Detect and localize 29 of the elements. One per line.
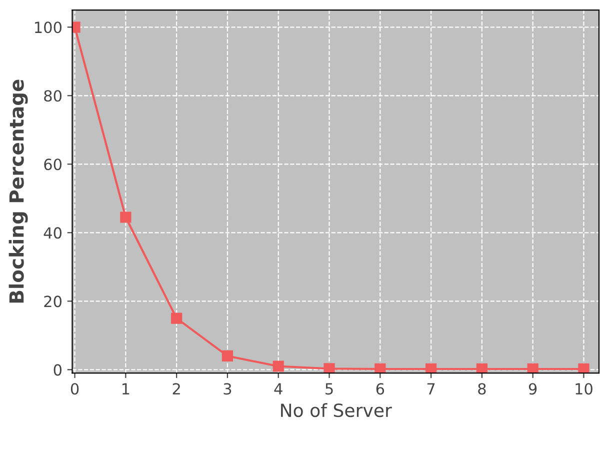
y-tick-label: 40 xyxy=(44,227,62,239)
point xyxy=(476,363,488,374)
y-tick-label: 20 xyxy=(44,296,62,308)
point xyxy=(527,363,538,374)
y-tick-label: 60 xyxy=(44,158,62,170)
point xyxy=(425,363,437,374)
x-tick-label: 3 xyxy=(224,383,232,395)
x-tick-label: 7 xyxy=(427,383,435,394)
x-tick-label: 0 xyxy=(70,383,79,395)
point xyxy=(222,350,234,362)
y-axis-title: Blocking Percentage xyxy=(8,80,28,303)
y-tick-label: 80 xyxy=(44,90,62,102)
y-tick-label: 0 xyxy=(54,364,62,376)
x-tick-label: 4 xyxy=(274,383,282,394)
point xyxy=(324,363,335,374)
x-tick-label: 8 xyxy=(478,383,486,395)
x-tick-label: 2 xyxy=(172,383,180,394)
point xyxy=(171,312,182,324)
x-tick-label: 10 xyxy=(576,383,592,395)
x-tick-label: 5 xyxy=(326,383,333,395)
x-tick-label: 1 xyxy=(122,383,130,394)
point xyxy=(578,363,590,374)
x-axis-title: No of Server xyxy=(281,403,392,418)
point xyxy=(374,363,386,374)
x-tick-label: 6 xyxy=(376,383,384,395)
y-tick-label: 100 xyxy=(35,22,62,34)
x-tick-label: 9 xyxy=(528,383,537,395)
point xyxy=(272,360,284,372)
point xyxy=(120,212,132,223)
